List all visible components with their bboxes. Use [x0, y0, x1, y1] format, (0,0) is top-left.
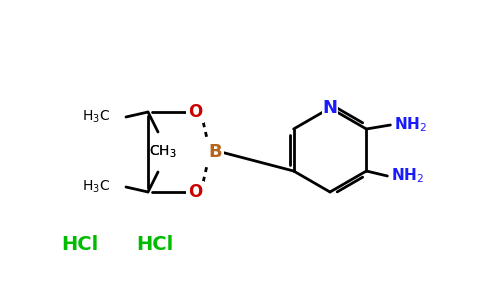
Text: N: N	[322, 99, 337, 117]
Text: CH$_3$: CH$_3$	[149, 144, 177, 160]
Text: HCl: HCl	[61, 236, 99, 254]
Text: O: O	[188, 103, 202, 121]
Text: H$_3$C: H$_3$C	[82, 109, 110, 125]
Text: O: O	[188, 183, 202, 201]
Text: CH$_3$: CH$_3$	[149, 144, 177, 160]
Text: HCl: HCl	[136, 236, 174, 254]
Text: H$_3$C: H$_3$C	[82, 179, 110, 195]
Text: NH$_2$: NH$_2$	[392, 167, 424, 185]
Text: NH$_2$: NH$_2$	[394, 116, 427, 134]
Text: B: B	[208, 143, 222, 161]
